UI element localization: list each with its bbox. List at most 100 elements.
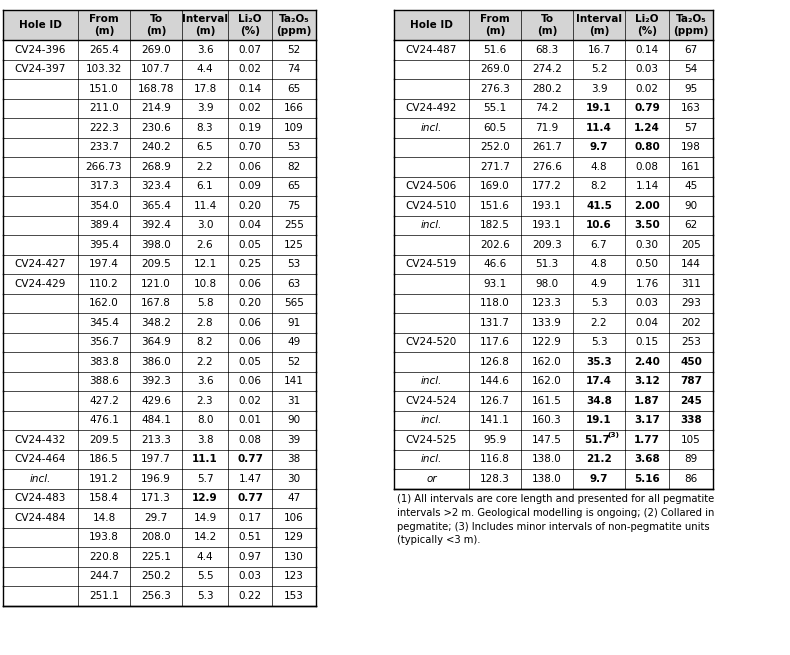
Text: 0.15: 0.15 [635,337,659,347]
Text: 276.3: 276.3 [480,84,510,94]
Text: 160.3: 160.3 [532,415,562,425]
Text: 386.0: 386.0 [141,357,171,367]
Text: 0.08: 0.08 [635,162,659,172]
Text: 395.4: 395.4 [89,240,119,250]
Text: 398.0: 398.0 [141,240,171,250]
Text: 211.0: 211.0 [89,103,118,113]
Text: 161.5: 161.5 [532,396,562,405]
Text: 383.8: 383.8 [89,357,119,367]
Text: incl.: incl. [421,415,442,425]
Text: 110.2: 110.2 [89,279,118,289]
Text: 293: 293 [681,298,701,309]
Text: 126.7: 126.7 [480,396,510,405]
Text: 268.9: 268.9 [141,162,171,172]
Text: 269.0: 269.0 [141,45,171,55]
Text: 0.20: 0.20 [239,298,261,309]
Text: 105: 105 [681,435,701,445]
Text: 167.8: 167.8 [141,298,171,309]
Text: 121.0: 121.0 [141,279,171,289]
Text: 144.6: 144.6 [480,376,510,386]
Text: 14.8: 14.8 [92,513,115,523]
Text: 161: 161 [681,162,701,172]
Text: 233.7: 233.7 [89,142,119,152]
Text: 365.4: 365.4 [141,200,171,211]
Text: 82: 82 [288,162,301,172]
Text: 3.68: 3.68 [634,455,660,464]
Text: 49: 49 [288,337,301,347]
Text: 3.0: 3.0 [197,220,213,231]
Text: 0.02: 0.02 [239,64,261,74]
Text: 2.40: 2.40 [634,357,660,367]
Text: CV24-524: CV24-524 [406,396,457,405]
Text: 255: 255 [284,220,304,231]
Text: CV24-510: CV24-510 [406,200,457,211]
Text: 46.6: 46.6 [483,259,506,269]
Text: 31: 31 [288,396,301,405]
Text: 123.3: 123.3 [532,298,562,309]
Text: (3): (3) [607,432,619,438]
Text: 8.2: 8.2 [591,181,608,191]
Text: Interval
(m): Interval (m) [182,14,228,36]
Text: 17.4: 17.4 [586,376,612,386]
Text: 47: 47 [288,493,301,503]
Text: 265.4: 265.4 [89,45,119,55]
Text: 220.8: 220.8 [89,552,118,562]
Text: 2.8: 2.8 [197,318,213,328]
Text: 9.7: 9.7 [590,474,608,484]
Text: 151.6: 151.6 [480,200,510,211]
Text: 0.02: 0.02 [239,396,261,405]
Text: CV24-525: CV24-525 [406,435,457,445]
Text: 193.8: 193.8 [89,533,119,542]
Text: 269.0: 269.0 [480,64,510,74]
Text: 0.02: 0.02 [239,103,261,113]
Text: Ta₂O₅
(ppm): Ta₂O₅ (ppm) [673,14,709,36]
Text: 0.79: 0.79 [634,103,660,113]
Text: 14.2: 14.2 [194,533,216,542]
Text: CV24-432: CV24-432 [15,435,66,445]
Text: 476.1: 476.1 [89,415,119,425]
Text: incl.: incl. [30,474,51,484]
Text: 138.0: 138.0 [532,474,562,484]
Text: 209.5: 209.5 [141,259,171,269]
Text: 8.3: 8.3 [197,122,213,133]
Text: pegmatite; (3) Includes minor intervals of non-pegmatite units: pegmatite; (3) Includes minor intervals … [397,521,709,531]
Text: 5.3: 5.3 [197,591,213,601]
Text: 51.6: 51.6 [483,45,506,55]
Text: 16.7: 16.7 [588,45,611,55]
Text: 6.5: 6.5 [197,142,213,152]
Text: 52: 52 [288,357,301,367]
Text: 38: 38 [288,455,301,464]
Text: 182.5: 182.5 [480,220,510,231]
Text: 109: 109 [284,122,304,133]
Text: 3.6: 3.6 [197,45,213,55]
Text: 0.80: 0.80 [634,142,660,152]
Bar [3,10,316,40]
Text: 60.5: 60.5 [483,122,506,133]
Text: 0.05: 0.05 [239,357,261,367]
Text: 11.1: 11.1 [192,455,218,464]
Text: 12.9: 12.9 [192,493,218,503]
Text: 126.8: 126.8 [480,357,510,367]
Text: 250.2: 250.2 [141,571,171,581]
Text: 0.19: 0.19 [239,122,261,133]
Text: 10.8: 10.8 [194,279,216,289]
Text: 0.06: 0.06 [239,162,261,172]
Text: CV24-397: CV24-397 [15,64,66,74]
Text: 147.5: 147.5 [532,435,562,445]
Text: 117.6: 117.6 [480,337,510,347]
Text: 193.1: 193.1 [532,200,562,211]
Text: 0.04: 0.04 [239,220,261,231]
Text: Li₂O
(%): Li₂O (%) [635,14,659,36]
Text: 65: 65 [288,181,301,191]
Text: 163: 163 [681,103,701,113]
Text: 323.4: 323.4 [141,181,171,191]
Text: 153: 153 [284,591,304,601]
Text: 158.4: 158.4 [89,493,119,503]
Text: 348.2: 348.2 [141,318,171,328]
Text: 4.4: 4.4 [197,64,213,74]
Text: CV24-429: CV24-429 [15,279,66,289]
Text: 354.0: 354.0 [89,200,118,211]
Text: 11.4: 11.4 [194,200,216,211]
Text: 51.3: 51.3 [536,259,559,269]
Text: 9.7: 9.7 [590,142,608,152]
